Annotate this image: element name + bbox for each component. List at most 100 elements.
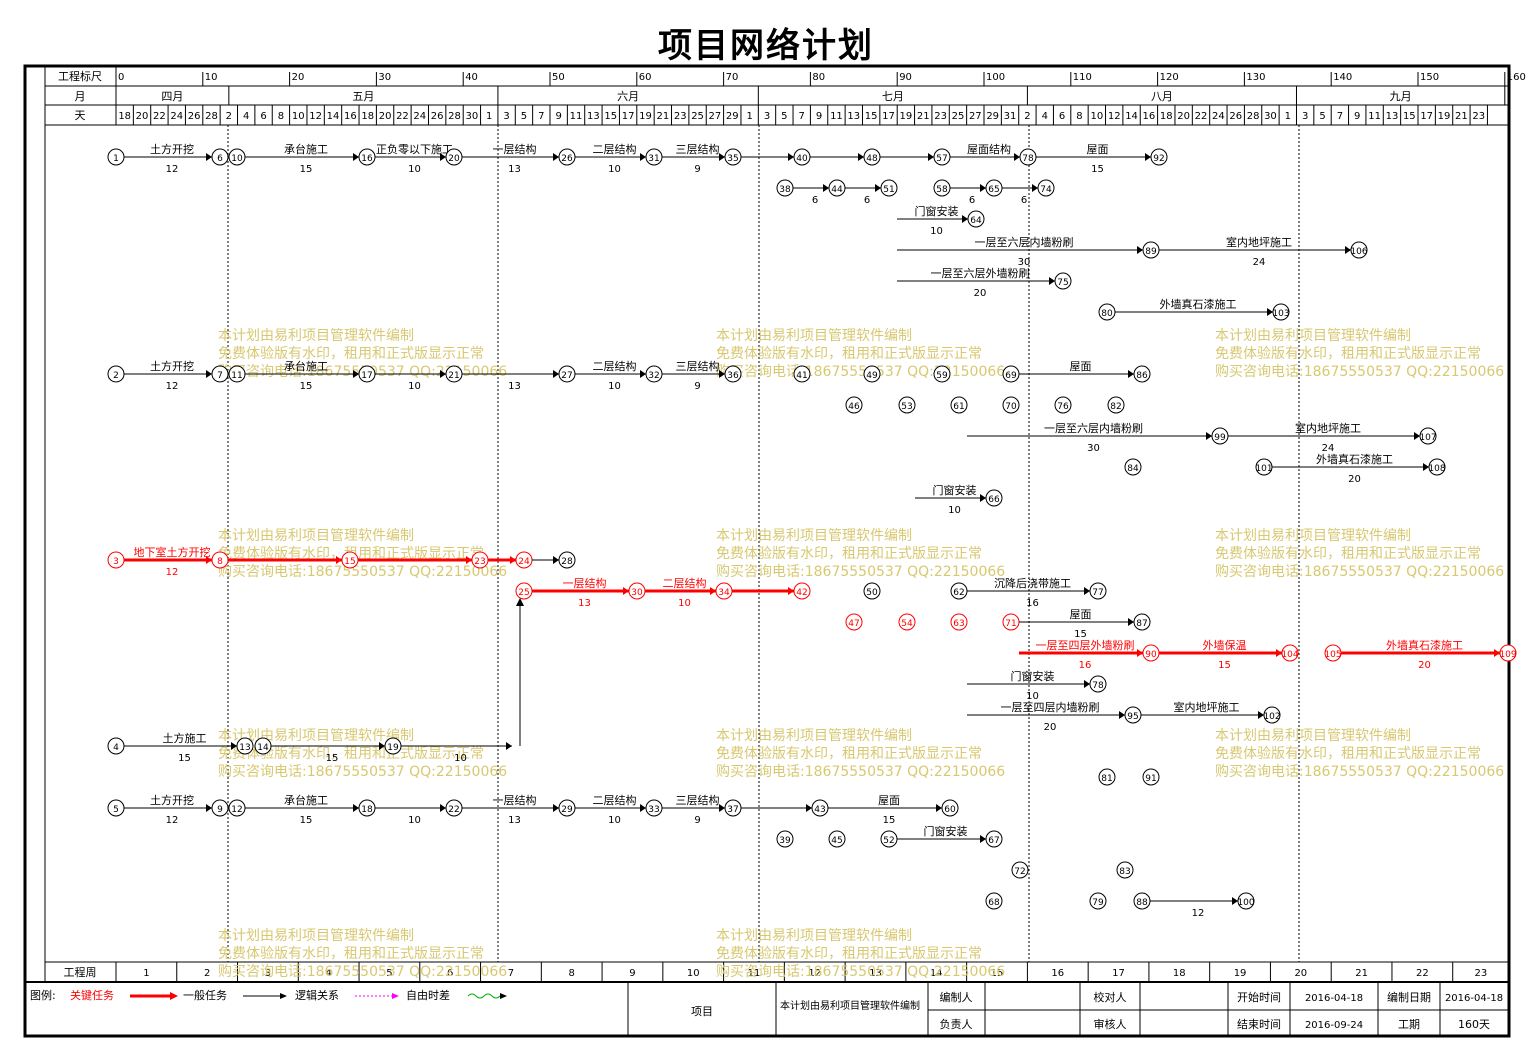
event-node-number: 108 <box>1428 464 1445 474</box>
event-node-number: 7 <box>217 371 223 381</box>
week-cell: 7 <box>508 968 514 979</box>
day-cell: 2 <box>1024 111 1030 122</box>
task-duration: 15 <box>326 753 339 764</box>
watermark-text: 本计划由易利项目管理软件编制 <box>716 928 912 944</box>
event-node-number: 60 <box>944 805 956 815</box>
week-label: 工程周 <box>64 966 97 979</box>
event-node-number: 83 <box>1119 867 1130 877</box>
legend-normal-label: 一般任务 <box>183 989 227 1002</box>
scale-tick: 120 <box>1160 72 1179 83</box>
task-duration: 24 <box>1322 443 1335 454</box>
task-duration: 30 <box>1087 443 1100 454</box>
event-node-number: 14 <box>257 743 269 753</box>
event-node-number: 33 <box>648 805 659 815</box>
event-node-number: 54 <box>901 619 913 629</box>
event-node-number: 50 <box>866 588 878 598</box>
event-node <box>1133 365 1151 383</box>
event-node-number: 58 <box>936 185 948 195</box>
event-node <box>236 737 254 755</box>
event-node <box>863 582 881 600</box>
event-node <box>985 892 1003 910</box>
watermark-text: 免费体验版有水印，租用和正式版显示正常 <box>716 746 982 762</box>
task-duration: 13 <box>508 381 521 392</box>
task-duration: 15 <box>300 164 313 175</box>
event-node-number: 88 <box>1136 898 1148 908</box>
day-cell: 10 <box>292 111 305 122</box>
task-label: 沉降后浇带施工 <box>994 576 1071 590</box>
task-duration: 9 <box>694 381 700 392</box>
event-node-number: 18 <box>361 805 373 815</box>
watermark-text: 本计划由易利项目管理软件编制 <box>218 328 414 344</box>
event-node-number: 64 <box>970 216 982 226</box>
day-cell: 27 <box>709 111 722 122</box>
task-label: 外墙真石漆施工 <box>1160 297 1237 311</box>
watermark-text: 本计划由易利项目管理软件编制 <box>716 328 912 344</box>
event-node-number: 20 <box>448 154 460 164</box>
day-cell: 3 <box>503 111 509 122</box>
event-node-number: 102 <box>1263 712 1280 722</box>
footer-duration-label: 工期 <box>1398 1018 1420 1031</box>
task-duration: 10 <box>454 753 467 764</box>
event-node-number: 9 <box>217 805 223 815</box>
task-label: 一层结构 <box>493 793 537 807</box>
watermark-text: 购买咨询电话:18675550537 QQ:22150066 <box>1215 564 1504 580</box>
event-node-number: 17 <box>361 371 372 381</box>
task-duration: 15 <box>1218 660 1231 671</box>
task-duration: 20 <box>1348 474 1361 485</box>
day-cell: 3 <box>1302 111 1308 122</box>
task-label: 地下室土方开挖 <box>134 545 211 559</box>
event-node-number: 47 <box>848 619 859 629</box>
task-duration: 6 <box>969 195 975 206</box>
scale-tick: 40 <box>465 72 478 83</box>
day-cell: 15 <box>604 111 617 122</box>
day-cell: 24 <box>413 111 426 122</box>
task-label: 一层至六层外墙粉刷 <box>931 266 1030 280</box>
watermark-text: 购买咨询电话:18675550537 QQ:22150066 <box>716 364 1005 380</box>
watermark-text: 购买咨询电话:18675550537 QQ:22150066 <box>1215 764 1504 780</box>
event-node-number: 92 <box>1153 154 1164 164</box>
task-duration: 10 <box>408 164 421 175</box>
event-node <box>950 613 968 631</box>
task-label: 室内地坪施工 <box>1226 235 1292 249</box>
task-duration: 9 <box>694 164 700 175</box>
event-node-number: 75 <box>1057 278 1068 288</box>
week-cells: 1 2 3 4 5 6 7 8 9 10 11 12 13 14 15 16 17 18 19 20 21 22 23 <box>143 962 1510 982</box>
day-cell: 1 <box>1285 111 1291 122</box>
task-label: 一层至四层外墙粉刷 <box>1036 638 1135 652</box>
watermark-text: 免费体验版有水印，租用和正式版显示正常 <box>218 746 484 762</box>
task-label: 正负零以下施工 <box>376 142 453 156</box>
event-node <box>793 365 811 383</box>
task-duration: 6 <box>812 195 818 206</box>
task-duration: 6 <box>1021 195 1027 206</box>
task-duration: 15 <box>1091 164 1104 175</box>
day-cell: 22 <box>153 111 166 122</box>
event-node-number: 15 <box>344 557 355 567</box>
event-node-number: 52 <box>883 836 894 846</box>
event-node-number: 51 <box>883 185 894 195</box>
task-label: 屋面 <box>878 794 900 807</box>
day-cell: 1 <box>486 111 492 122</box>
day-cell: 18 <box>361 111 374 122</box>
week-cell: 22 <box>1416 968 1429 979</box>
week-cell: 3 <box>265 968 271 979</box>
task-label: 外墙真石漆施工 <box>1386 638 1463 652</box>
day-cell: 8 <box>1076 111 1082 122</box>
event-node-number: 78 <box>1092 681 1104 691</box>
event-node-number: 16 <box>361 154 373 164</box>
event-node <box>950 396 968 414</box>
task-duration: 20 <box>1044 722 1057 733</box>
event-node-number: 70 <box>1005 402 1017 412</box>
event-node <box>828 830 846 848</box>
day-cell: 15 <box>865 111 878 122</box>
week-cell: 14 <box>930 968 943 979</box>
day-cell: 19 <box>639 111 652 122</box>
task-duration: 20 <box>1418 660 1431 671</box>
event-node-number: 53 <box>901 402 912 412</box>
day-cell: 25 <box>952 111 965 122</box>
task-duration: 20 <box>974 288 987 299</box>
event-node-number: 71 <box>1005 619 1016 629</box>
event-node-number: 57 <box>936 154 947 164</box>
task-duration: 16 <box>1079 660 1092 671</box>
watermark-text: 免费体验版有水印，租用和正式版显示正常 <box>218 946 484 962</box>
task-duration: 16 <box>1026 598 1039 609</box>
